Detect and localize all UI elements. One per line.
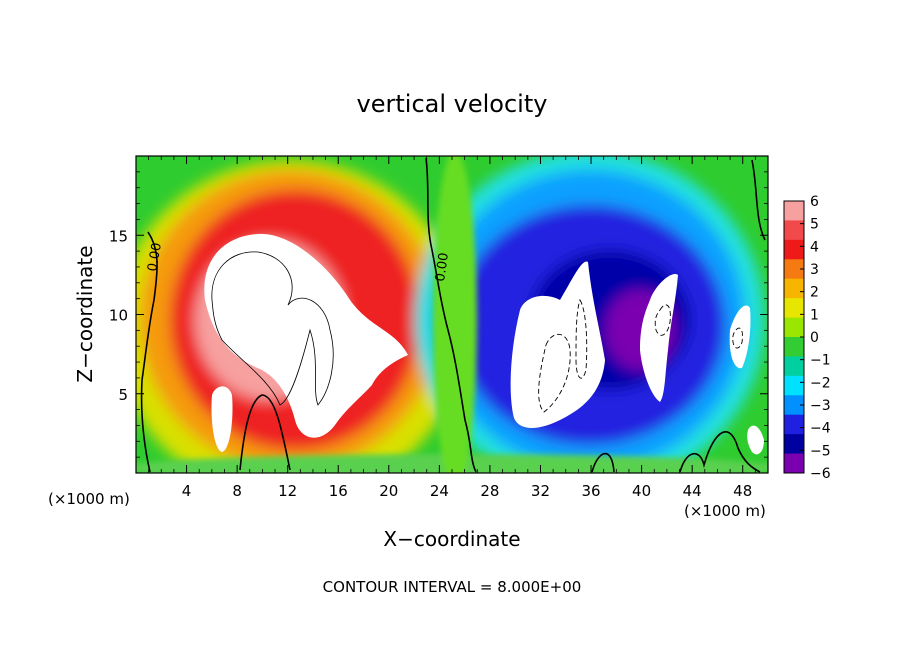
- colorbar-label: −6: [810, 466, 831, 482]
- zero-contour-mid: [425, 157, 477, 473]
- zero-contour-right: [751, 159, 766, 241]
- x-tick-label: 44: [683, 482, 702, 500]
- colorbar-label: 5: [810, 217, 819, 233]
- downdraft-dashed-3: [654, 304, 671, 336]
- colorbar-label: 2: [810, 285, 819, 301]
- y-tick-label: 10: [109, 307, 128, 325]
- colorbar: 6 5 4 3 2 1 0 −1 −2 −3 −4 −5 −6: [783, 194, 831, 482]
- colorbar-label: 1: [810, 307, 819, 323]
- colorbar-label: 4: [810, 239, 819, 255]
- contour-interval-note: CONTOUR INTERVAL = 8.000E+00: [323, 578, 582, 596]
- x-tick-label: 48: [733, 482, 752, 500]
- downdraft-white-region-3: [729, 305, 751, 369]
- heatmap-field: [136, 156, 768, 473]
- x-tick-label: 28: [480, 482, 499, 500]
- chart-title: vertical velocity: [357, 90, 548, 118]
- y-tick-label: 15: [109, 227, 128, 245]
- colorbar-swatch: [784, 317, 804, 338]
- contour-label-left: 0.00: [145, 242, 165, 273]
- colorbar-swatch: [784, 239, 804, 260]
- x-axis-ticks: 4 8 12 16 20 24 28 32 36 40 44 48: [148, 156, 756, 500]
- x-tick-label: 16: [329, 482, 348, 500]
- colorbar-swatch: [784, 278, 804, 299]
- colorbar-label: −3: [810, 398, 831, 414]
- x-tick-label: 20: [379, 482, 398, 500]
- x-tick-label: 36: [581, 482, 600, 500]
- x-tick-label: 4: [182, 482, 192, 500]
- x-tick-label: 32: [531, 482, 550, 500]
- y-axis-ticks: 5 10 15: [109, 171, 768, 458]
- x-tick-label: 12: [278, 482, 297, 500]
- downdraft-dashed-4: [732, 327, 743, 349]
- colorbar-swatch: [784, 298, 804, 318]
- colorbar-swatch: [784, 220, 804, 241]
- x-tick-label: 24: [430, 482, 449, 500]
- contour-lines: [140, 157, 766, 473]
- contour-label-mid: 0.00: [433, 252, 452, 283]
- colorbar-swatch: [784, 356, 804, 377]
- colorbar-label: −1: [810, 353, 831, 369]
- colorbar-label: −2: [810, 375, 831, 391]
- colorbar-label: 0: [810, 330, 819, 346]
- colorbar-swatch: [784, 201, 804, 221]
- colorbar-swatch: [784, 375, 804, 396]
- x-tick-label: 40: [632, 482, 651, 500]
- x-axis-label: X−coordinate: [383, 527, 520, 551]
- zero-contour-left: [140, 231, 158, 473]
- colorbar-label: −4: [810, 421, 831, 437]
- downdraft-dashed-1: [538, 333, 571, 413]
- x-unit-label-left: (×1000 m): [48, 490, 130, 508]
- colorbar-swatch: [784, 414, 804, 435]
- colorbar-swatch: [784, 395, 804, 416]
- colorbar-swatch: [784, 434, 804, 454]
- updraft-white-region: [204, 233, 408, 438]
- y-tick-label: 5: [118, 386, 128, 404]
- downdraft-dashed-2: [575, 298, 588, 379]
- updraft-white-lobe: [211, 386, 233, 452]
- downdraft-white-region-4: [747, 425, 764, 455]
- x-tick-label: 8: [232, 482, 242, 500]
- colorbar-label: −5: [810, 443, 831, 459]
- zero-contour-bottom: [591, 431, 761, 473]
- colorbar-label: 6: [810, 194, 819, 210]
- updraft-low-contour: [239, 394, 291, 471]
- x-unit-label-right: (×1000 m): [684, 502, 766, 520]
- updraft-inner-contour: [211, 251, 334, 406]
- y-axis-label: Z−coordinate: [73, 245, 97, 382]
- colorbar-label: 3: [810, 262, 819, 278]
- colorbar-swatch: [784, 259, 804, 280]
- mid-green-gap: [433, 156, 477, 473]
- colorbar-swatch: [784, 337, 804, 357]
- colorbar-swatch: [784, 453, 804, 474]
